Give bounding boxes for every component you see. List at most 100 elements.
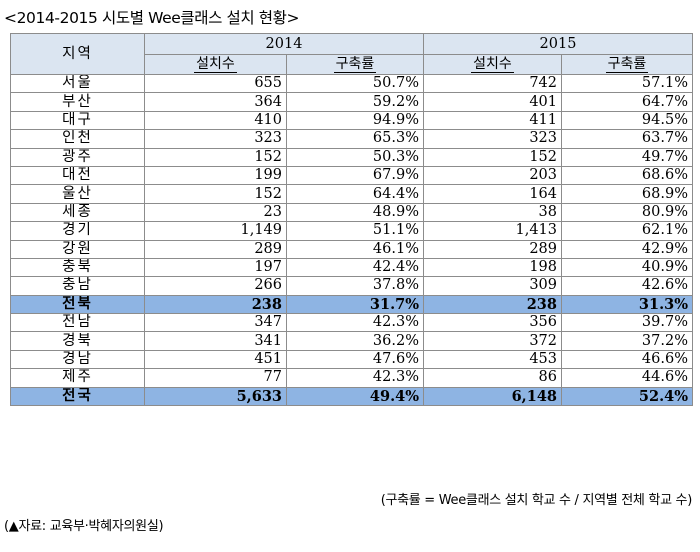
region-cell: 제주 <box>10 368 145 388</box>
table-row: 강원 289 46.1% 289 42.9% <box>10 239 693 259</box>
year-header-2015: 2015 <box>423 33 693 55</box>
table-row: 경남 451 47.6% 453 46.6% <box>10 349 693 370</box>
installs-2014-cell: 266 <box>144 276 287 296</box>
rate-2015-cell: 42.6% <box>561 276 693 296</box>
region-cell: 대구 <box>10 110 145 131</box>
installs-2015-cell: 86 <box>423 368 562 388</box>
installs-2015-cell: 198 <box>423 257 562 278</box>
table-body: 지역 2014 2015 설치수 구축률 설치수 구축률 서울 655 50.7% 7… <box>10 33 693 407</box>
installs-2015-cell: 372 <box>423 331 562 351</box>
rate-2015-cell: 31.3% <box>561 294 693 315</box>
installs-2015-cell: 1,413 <box>423 221 562 241</box>
rate-2014-cell: 42.3% <box>286 313 424 333</box>
rate-2015-cell: 68.6% <box>561 165 693 186</box>
installs-2015-cell: 309 <box>423 276 562 296</box>
installs-2014-cell: 23 <box>144 202 287 223</box>
sub-header-rate-2014: 구축률 <box>286 54 424 75</box>
installs-2014-cell: 364 <box>144 92 287 112</box>
region-cell: 세종 <box>10 202 145 223</box>
rate-2014-cell: 67.9% <box>286 165 424 186</box>
sub-header-installs-2014: 설치수 <box>144 54 287 75</box>
installs-2015-cell: 356 <box>423 313 562 333</box>
rate-2015-cell: 40.9% <box>561 257 693 278</box>
rate-2014-cell: 36.2% <box>286 331 424 351</box>
region-column-header: 지역 <box>10 33 145 75</box>
rate-2015-cell: 62.1% <box>561 221 693 241</box>
sub-header-label: 설치수 <box>471 56 514 73</box>
region-cell: 충북 <box>10 257 145 278</box>
region-cell: 경북 <box>10 331 145 351</box>
rate-2015-cell: 68.9% <box>561 184 693 204</box>
table-row: 경북 341 36.2% 372 37.2% <box>10 331 693 351</box>
rate-2015-cell: 80.9% <box>561 202 693 223</box>
installs-2014-cell: 451 <box>144 349 287 370</box>
installs-2015-cell: 203 <box>423 165 562 186</box>
table-row: 대전 199 67.9% 203 68.6% <box>10 165 693 186</box>
rate-2014-cell: 64.4% <box>286 184 424 204</box>
table-row: 인천 323 65.3% 323 63.7% <box>10 129 693 149</box>
installs-2014-cell: 238 <box>144 294 287 315</box>
sub-header-label: 구축률 <box>605 56 649 73</box>
installs-2014-cell: 5,633 <box>144 386 287 407</box>
installs-2014-cell: 410 <box>144 110 287 131</box>
table-row: 전남 347 42.3% 356 39.7% <box>10 313 693 333</box>
sub-header-label: 설치수 <box>194 56 237 73</box>
rate-2014-cell: 59.2% <box>286 92 424 112</box>
region-cell: 경남 <box>10 349 145 370</box>
installs-2014-cell: 1,149 <box>144 221 287 241</box>
installs-2015-cell: 401 <box>423 92 562 112</box>
rate-2015-cell: 42.9% <box>561 239 693 259</box>
rate-2015-cell: 57.1% <box>561 73 693 94</box>
rate-2014-cell: 46.1% <box>286 239 424 259</box>
table-row: 경기 1,149 51.1% 1,413 62.1% <box>10 221 693 241</box>
installs-2015-cell: 164 <box>423 184 562 204</box>
sub-header-label: 구축률 <box>333 56 377 73</box>
sub-header-row: 설치수 구축률 설치수 구축률 <box>11 54 693 75</box>
rate-2014-cell: 65.3% <box>286 129 424 149</box>
installs-2014-cell: 152 <box>144 184 287 204</box>
source-caption: (▲자료: 교육부·박혜자의원실) <box>4 519 164 534</box>
year-header-2014: 2014 <box>144 33 424 55</box>
wee-class-table: 지역 2014 2015 설치수 구축률 설치수 구축률 서울 655 50.7% 7… <box>10 33 693 407</box>
installs-2015-cell: 238 <box>423 294 562 315</box>
rate-2015-cell: 63.7% <box>561 129 693 149</box>
year-header-row: 지역 2014 2015 <box>10 33 693 75</box>
table-row: 울산 152 64.4% 164 68.9% <box>10 184 693 204</box>
region-cell: 부산 <box>10 92 145 112</box>
rate-2014-cell: 51.1% <box>286 221 424 241</box>
rate-2015-cell: 49.7% <box>561 147 693 167</box>
rate-2015-cell: 44.6% <box>561 368 693 388</box>
region-cell: 인천 <box>10 129 145 149</box>
installs-2015-cell: 38 <box>423 202 562 223</box>
rate-2014-cell: 42.4% <box>286 257 424 278</box>
table-row: 서울 655 50.7% 742 57.1% <box>10 73 693 94</box>
rate-2015-cell: 46.6% <box>561 349 693 370</box>
installs-2014-cell: 289 <box>144 239 287 259</box>
rate-definition-note: (구축률 = Wee클래스 설치 학교 수 / 지역별 전체 학교 수) <box>380 493 693 508</box>
installs-2014-cell: 323 <box>144 129 287 149</box>
rate-2014-cell: 50.7% <box>286 73 424 94</box>
page-title: <2014-2015 시도별 Wee클래스 설치 현황> <box>4 9 300 27</box>
installs-2014-cell: 341 <box>144 331 287 351</box>
installs-2014-cell: 199 <box>144 165 287 186</box>
installs-2015-cell: 323 <box>423 129 562 149</box>
installs-2015-cell: 453 <box>423 349 562 370</box>
region-cell: 충남 <box>10 276 145 296</box>
region-cell: 대전 <box>10 165 145 186</box>
region-cell: 서울 <box>10 73 145 94</box>
region-cell: 전국 <box>10 386 145 407</box>
region-cell: 광주 <box>10 147 145 167</box>
table-row: 세종 23 48.9% 38 80.9% <box>10 202 693 223</box>
rate-2015-cell: 52.4% <box>561 386 693 407</box>
rate-2015-cell: 37.2% <box>561 331 693 351</box>
table-row: 제주 77 42.3% 86 44.6% <box>10 368 693 388</box>
installs-2015-cell: 289 <box>423 239 562 259</box>
rate-2014-cell: 47.6% <box>286 349 424 370</box>
installs-2014-cell: 77 <box>144 368 287 388</box>
installs-2015-cell: 6,148 <box>423 386 562 407</box>
rate-2014-cell: 48.9% <box>286 202 424 223</box>
installs-2014-cell: 152 <box>144 147 287 167</box>
table-row: 충남 266 37.8% 309 42.6% <box>10 276 693 296</box>
region-cell: 경기 <box>10 221 145 241</box>
region-cell: 전북 <box>10 294 145 315</box>
